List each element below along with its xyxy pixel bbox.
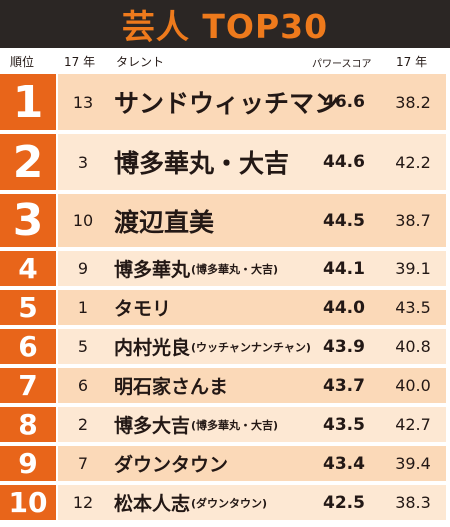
power-score: 42.5 bbox=[323, 492, 365, 513]
talent-name-main: タモリ bbox=[114, 298, 172, 320]
table-row: 2 3 博多華丸・大吉 44.6 42.2 bbox=[0, 132, 450, 192]
talent-name-main: 博多大吉 bbox=[114, 415, 191, 437]
rank-number: 7 bbox=[0, 368, 56, 403]
talent-name: 松本人志 (ダウンタウン) bbox=[114, 483, 267, 522]
year-score: 39.1 bbox=[395, 259, 431, 278]
rank-number: 2 bbox=[0, 134, 56, 190]
talent-name: 博多華丸 (博多華丸・大吉) bbox=[114, 249, 278, 288]
row-band bbox=[58, 134, 446, 190]
rank-number: 10 bbox=[0, 485, 56, 520]
header-rank: 順位 bbox=[10, 55, 35, 69]
year-score: 42.2 bbox=[395, 152, 431, 172]
table-row: 7 6 明石家さんま 43.7 40.0 bbox=[0, 366, 450, 405]
year-score: 38.7 bbox=[395, 211, 431, 230]
row-band bbox=[58, 251, 446, 286]
talent-group: (ダウンタウン) bbox=[191, 496, 268, 510]
talent-name-main: 博多華丸 bbox=[114, 259, 191, 281]
talent-name: 博多華丸・大吉 bbox=[114, 132, 289, 192]
year-score: 38.3 bbox=[395, 493, 431, 512]
row-band bbox=[58, 368, 446, 403]
table-row: 9 7 ダウンタウン 43.4 39.4 bbox=[0, 444, 450, 483]
talent-name-main: 渡辺直美 bbox=[114, 207, 215, 237]
prev-year-rank: 13 bbox=[72, 92, 94, 112]
power-score: 44.6 bbox=[323, 152, 365, 172]
rank-number: 6 bbox=[0, 329, 56, 364]
prev-year-rank: 5 bbox=[77, 337, 89, 356]
year-score: 39.4 bbox=[395, 454, 431, 473]
table-row: 4 9 博多華丸 (博多華丸・大吉) 44.1 39.1 bbox=[0, 249, 450, 288]
power-score: 43.9 bbox=[323, 336, 365, 357]
prev-year-rank: 10 bbox=[72, 211, 94, 230]
rank-number: 3 bbox=[0, 194, 56, 247]
year-score: 40.0 bbox=[395, 376, 431, 395]
talent-name-main: 松本人志 bbox=[114, 493, 191, 515]
talent-name: 渡辺直美 bbox=[114, 192, 214, 249]
row-band bbox=[58, 446, 446, 481]
talent-name: 博多大吉 (博多華丸・大吉) bbox=[114, 405, 278, 444]
rank-number: 9 bbox=[0, 446, 56, 481]
table-row: 1 13 サンドウィッチマン 46.6 38.2 bbox=[0, 72, 450, 132]
row-band bbox=[58, 485, 446, 520]
power-score: 44.5 bbox=[323, 210, 365, 231]
table-row: 8 2 博多大吉 (博多華丸・大吉) 43.5 42.7 bbox=[0, 405, 450, 444]
power-score: 43.4 bbox=[323, 453, 365, 474]
prev-year-rank: 2 bbox=[77, 415, 89, 434]
power-score: 43.5 bbox=[323, 414, 365, 435]
power-score: 43.7 bbox=[323, 375, 365, 396]
row-band bbox=[58, 74, 446, 130]
year-score: 38.2 bbox=[395, 92, 431, 112]
talent-group: (博多華丸・大吉) bbox=[191, 418, 279, 432]
table-row: 6 5 内村光良 (ウッチャンナンチャン) 43.9 40.8 bbox=[0, 327, 450, 366]
talent-name-main: 博多華丸・大吉 bbox=[114, 149, 290, 178]
rank-number: 1 bbox=[0, 74, 56, 130]
rank-number: 5 bbox=[0, 290, 56, 325]
prev-year-rank: 12 bbox=[72, 493, 94, 512]
row-band bbox=[58, 329, 446, 364]
rank-number: 8 bbox=[0, 407, 56, 442]
table-row: 5 1 タモリ 44.0 43.5 bbox=[0, 288, 450, 327]
talent-group: (ウッチャンナンチャン) bbox=[191, 340, 311, 354]
talent-name: ダウンタウン bbox=[114, 444, 228, 483]
talent-name: 明石家さんま bbox=[114, 366, 228, 405]
power-score: 46.6 bbox=[323, 92, 365, 112]
rank-number: 4 bbox=[0, 251, 56, 286]
talent-name-main: 内村光良 bbox=[114, 337, 191, 359]
row-band bbox=[58, 407, 446, 442]
table-body: 1 13 サンドウィッチマン 46.6 38.2 2 3 博多華丸・大吉 44.6 42.2 3 10… bbox=[0, 72, 450, 522]
row-band bbox=[58, 290, 446, 325]
prev-year-rank: 6 bbox=[77, 376, 89, 395]
prev-year-rank: 9 bbox=[77, 259, 89, 278]
prev-year-rank: 1 bbox=[77, 298, 89, 317]
row-band bbox=[58, 194, 446, 247]
title-bar: 芸人 TOP30 bbox=[0, 0, 450, 48]
talent-name: タモリ bbox=[114, 288, 171, 327]
table-row: 10 12 松本人志 (ダウンタウン) 42.5 38.3 bbox=[0, 483, 450, 522]
talent-group: (博多華丸・大吉) bbox=[191, 262, 279, 276]
talent-name-main: ダウンタウン bbox=[114, 454, 229, 476]
page-title: 芸人 TOP30 bbox=[121, 7, 329, 46]
talent-name: 内村光良 (ウッチャンナンチャン) bbox=[114, 327, 311, 366]
year-score: 42.7 bbox=[395, 415, 431, 434]
table-header: 順位 17 年 タレント パワースコア 17 年 bbox=[0, 48, 450, 72]
prev-year-rank: 3 bbox=[77, 152, 89, 172]
header-talent: タレント bbox=[116, 55, 165, 69]
prev-year-rank: 7 bbox=[77, 454, 89, 473]
talent-name-main: サンドウィッチマン bbox=[114, 89, 340, 118]
year-score: 43.5 bbox=[395, 298, 431, 317]
table-row: 3 10 渡辺直美 44.5 38.7 bbox=[0, 192, 450, 249]
power-score: 44.1 bbox=[323, 258, 365, 279]
year-score: 40.8 bbox=[395, 337, 431, 356]
talent-name: サンドウィッチマン bbox=[114, 72, 339, 132]
header-year: 17 年 bbox=[396, 55, 428, 69]
power-score: 44.0 bbox=[323, 297, 365, 318]
header-power-score: パワースコア bbox=[312, 59, 372, 70]
talent-name-main: 明石家さんま bbox=[114, 376, 229, 398]
header-prev-year: 17 年 bbox=[64, 55, 96, 69]
